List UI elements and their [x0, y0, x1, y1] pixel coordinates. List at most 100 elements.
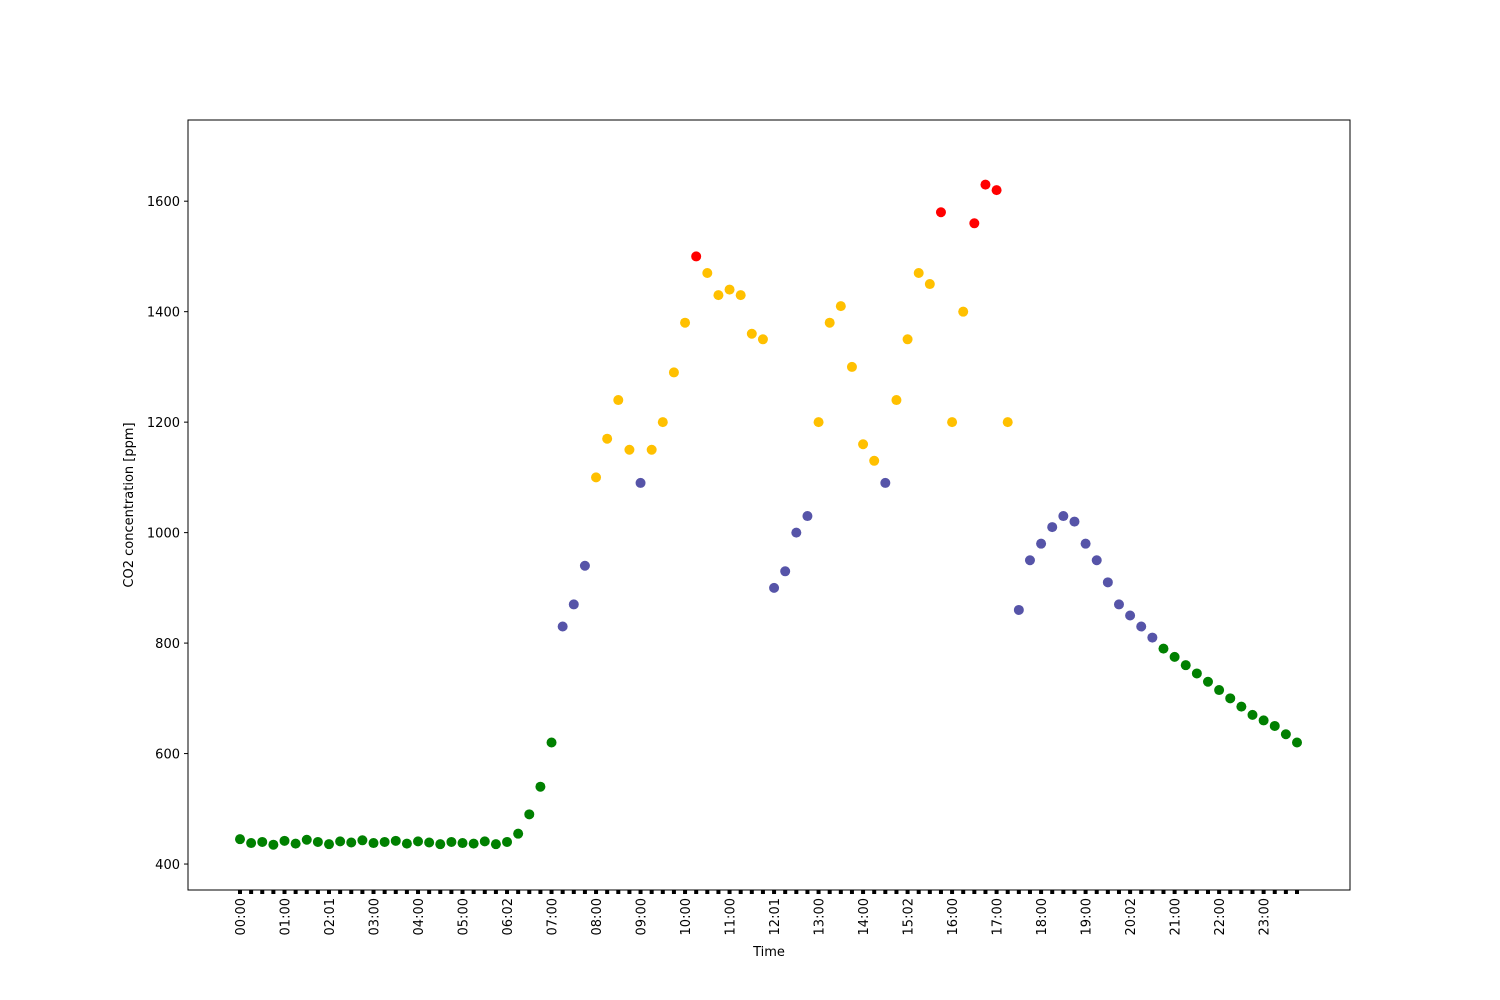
data-point — [769, 582, 780, 593]
data-point — [1169, 651, 1180, 662]
data-point — [1002, 417, 1013, 428]
data-point — [357, 835, 368, 846]
data-point — [312, 836, 323, 847]
data-point — [902, 334, 913, 345]
data-point — [813, 417, 824, 428]
x-tick-label: 17:00 — [991, 898, 1006, 935]
x-tick-label: 00:00 — [234, 898, 249, 935]
x-tick-label: 08:00 — [590, 898, 605, 935]
x-tick-label: 23:00 — [1258, 898, 1273, 935]
x-tick-label: 11:00 — [724, 898, 739, 935]
data-point — [1202, 676, 1213, 687]
data-point — [891, 395, 902, 406]
x-tick-label: 02:01 — [323, 898, 338, 935]
data-point — [691, 251, 702, 262]
data-point — [579, 560, 590, 571]
data-point — [635, 477, 646, 488]
data-point — [1180, 660, 1191, 671]
data-point — [290, 838, 301, 849]
data-point — [1191, 668, 1202, 679]
data-point — [568, 599, 579, 610]
y-tick-label: 400 — [155, 858, 180, 873]
data-point — [791, 527, 802, 538]
y-tick-label: 1000 — [147, 527, 180, 542]
data-point — [502, 836, 513, 847]
data-point — [846, 361, 857, 372]
data-point — [390, 835, 401, 846]
data-point — [457, 838, 468, 849]
x-axis-label: Time — [752, 945, 785, 960]
data-point — [1158, 643, 1169, 654]
data-point — [246, 838, 257, 849]
data-point — [413, 836, 424, 847]
data-point — [980, 179, 991, 190]
data-point — [1091, 555, 1102, 566]
data-point — [1069, 516, 1080, 527]
x-tick-label: 19:00 — [1080, 898, 1095, 935]
x-tick-label: 12:01 — [768, 898, 783, 935]
data-point — [724, 284, 735, 295]
x-tick-label: 13:00 — [813, 898, 828, 935]
data-point — [913, 268, 924, 279]
x-tick-label: 16:00 — [946, 898, 961, 935]
data-point — [1214, 685, 1225, 696]
data-point — [1280, 729, 1291, 740]
data-point — [1269, 720, 1280, 731]
x-tick-label: 06:02 — [501, 898, 516, 935]
y-tick-label: 1600 — [147, 195, 180, 210]
data-point — [401, 838, 412, 849]
x-tick-label: 22:00 — [1213, 898, 1228, 935]
data-point — [757, 334, 768, 345]
x-tick-label: 18:00 — [1035, 898, 1050, 935]
data-point — [346, 837, 357, 848]
data-point — [335, 836, 346, 847]
data-point — [1024, 555, 1035, 566]
data-point — [479, 836, 490, 847]
data-point — [1013, 604, 1024, 615]
data-point — [735, 290, 746, 301]
data-point — [1036, 538, 1047, 549]
data-point — [513, 828, 524, 839]
x-tick-label: 09:00 — [635, 898, 650, 935]
data-point — [1258, 715, 1269, 726]
data-point — [702, 268, 713, 279]
data-point — [869, 455, 880, 466]
data-point — [1236, 701, 1247, 712]
data-point — [802, 511, 813, 522]
data-point — [490, 839, 501, 850]
data-point — [602, 433, 613, 444]
y-tick-label: 1200 — [147, 416, 180, 431]
data-point — [1147, 632, 1158, 643]
data-point — [535, 781, 546, 792]
data-point — [780, 566, 791, 577]
data-point — [524, 809, 535, 820]
data-point — [557, 621, 568, 632]
data-point — [435, 839, 446, 850]
y-axis-label: CO2 concentration [ppm] — [122, 422, 137, 587]
data-point — [591, 472, 602, 483]
x-tick-label: 05:00 — [457, 898, 472, 935]
data-point — [1225, 693, 1236, 704]
data-point — [324, 839, 335, 850]
data-point — [1058, 511, 1069, 522]
data-point — [657, 417, 668, 428]
y-tick-label: 800 — [155, 637, 180, 652]
data-point — [446, 836, 457, 847]
x-tick-label: 20:02 — [1124, 898, 1139, 935]
data-point — [379, 836, 390, 847]
data-point — [268, 839, 279, 850]
data-point — [1125, 610, 1136, 621]
data-point — [858, 439, 869, 450]
data-point — [746, 328, 757, 339]
data-point — [969, 218, 980, 229]
data-point — [835, 301, 846, 312]
data-point — [1113, 599, 1124, 610]
data-point — [713, 290, 724, 301]
data-point — [1102, 577, 1113, 588]
x-tick-label: 14:00 — [857, 898, 872, 935]
data-point — [624, 444, 635, 455]
data-point — [1247, 709, 1258, 720]
x-tick-label: 07:00 — [546, 898, 561, 935]
data-point — [924, 279, 935, 290]
